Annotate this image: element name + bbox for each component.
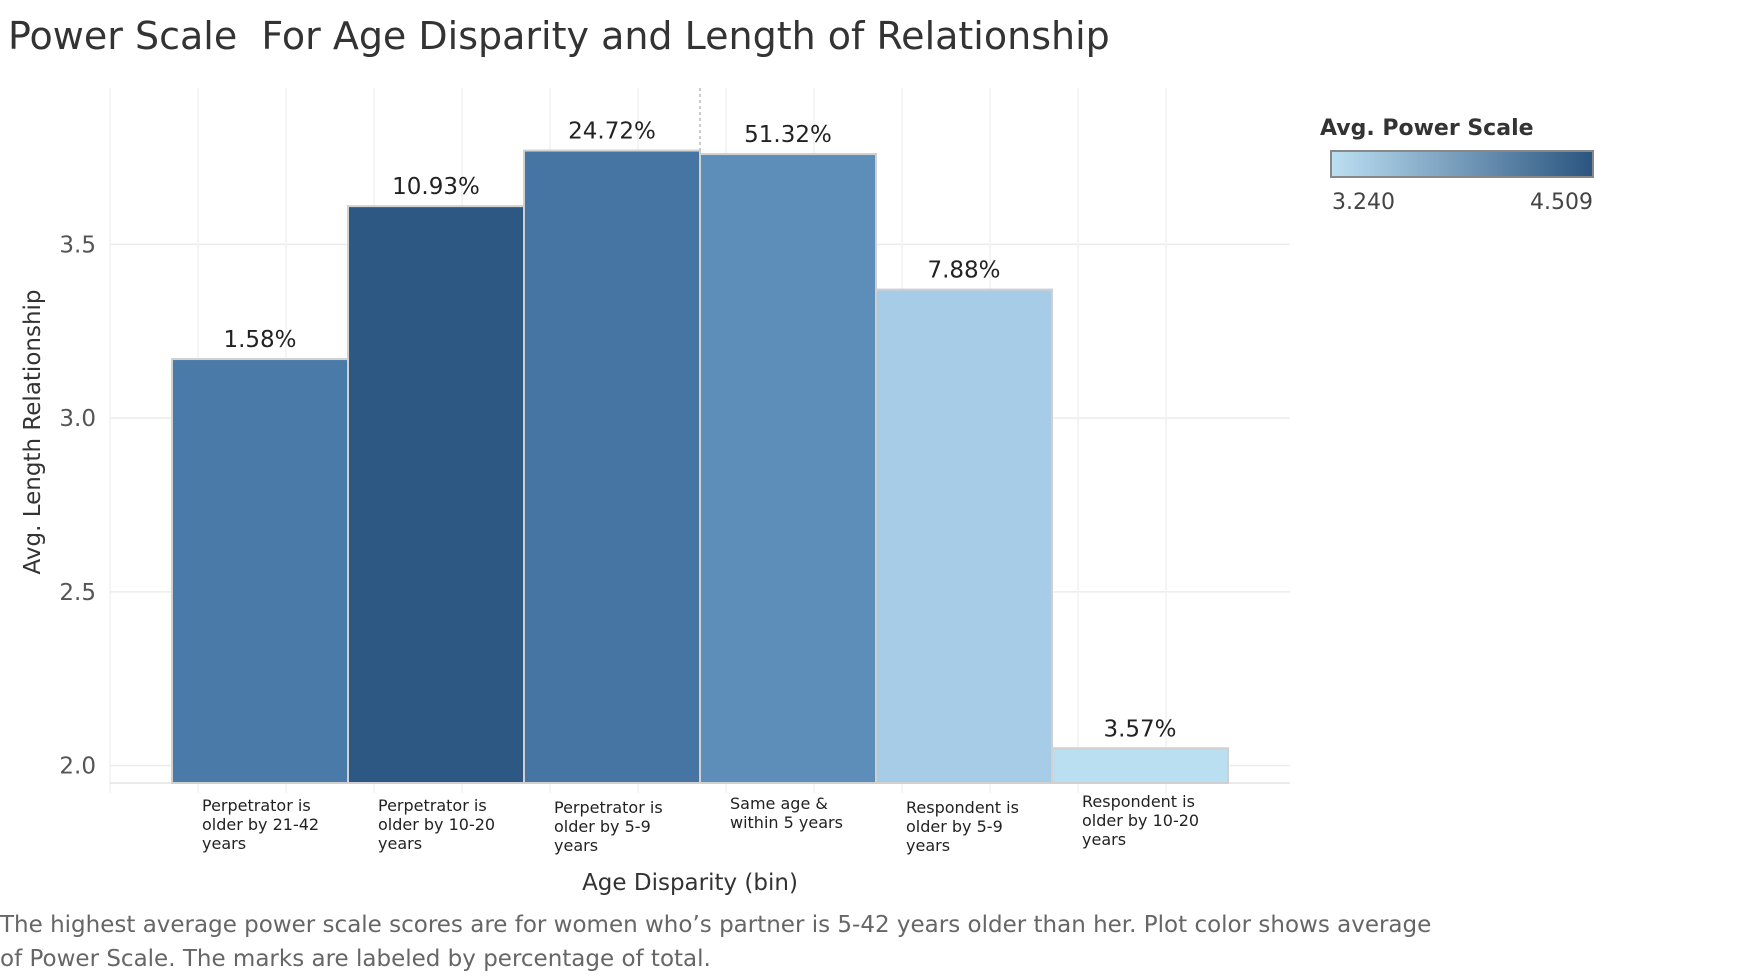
bar[interactable] xyxy=(171,358,349,784)
x-tick-label: Same age & within 5 years xyxy=(730,794,843,832)
bar-data-label: 51.32% xyxy=(744,122,832,148)
chart-caption: The highest average power scale scores a… xyxy=(0,912,1432,972)
bar-data-label: 7.88% xyxy=(927,258,1000,284)
bar-data-labels: 1.58% 10.93% 24.72% 51.32% 7.88% 3.57% xyxy=(223,119,1176,743)
legend-color-ramp xyxy=(1330,150,1594,178)
y-axis-label: Avg. Length Relationship xyxy=(20,289,46,574)
y-tick-label: 2.0 xyxy=(59,754,96,780)
bar-data-label: 1.58% xyxy=(223,327,296,353)
bar[interactable] xyxy=(699,153,877,784)
x-tick-label: Perpetrator is older by 10-20 years xyxy=(378,796,495,853)
bar-data-label: 10.93% xyxy=(392,174,480,200)
x-tick-label: Perpetrator is older by 21-42 years xyxy=(202,796,319,853)
legend-min-label: 3.240 xyxy=(1332,190,1395,215)
x-axis-label: Age Disparity (bin) xyxy=(582,870,798,896)
x-axis-ticks: Perpetrator is older by 21-42 years Perpetr… xyxy=(202,792,1199,855)
y-tick-label: 3.0 xyxy=(59,406,96,432)
bar-data-label: 3.57% xyxy=(1103,716,1176,742)
legend-title: Avg. Power Scale xyxy=(1320,116,1534,141)
bar[interactable] xyxy=(875,288,1053,784)
bar[interactable] xyxy=(523,149,701,785)
x-tick-label: Respondent is older by 10-20 years xyxy=(1082,792,1199,849)
y-axis-ticks: 2.0 2.5 3.0 3.5 xyxy=(59,232,96,779)
y-tick-label: 3.5 xyxy=(59,232,96,258)
x-tick-label: Perpetrator is older by 5-9 years xyxy=(554,798,663,855)
bar[interactable] xyxy=(1051,747,1229,784)
bar[interactable] xyxy=(347,205,525,784)
chart-title: Power Scale For Age Disparity and Length… xyxy=(8,14,1110,58)
bars xyxy=(171,88,1229,785)
bar-chart: 1.58% 10.93% 24.72% 51.32% 7.88% 3.57% 2.0 2.5… xyxy=(20,88,1290,896)
y-tick-label: 2.5 xyxy=(59,580,96,606)
bar-data-label: 24.72% xyxy=(568,119,656,145)
x-tick-label: Respondent is older by 5-9 years xyxy=(906,798,1019,855)
legend-max-label: 4.509 xyxy=(1530,190,1593,215)
